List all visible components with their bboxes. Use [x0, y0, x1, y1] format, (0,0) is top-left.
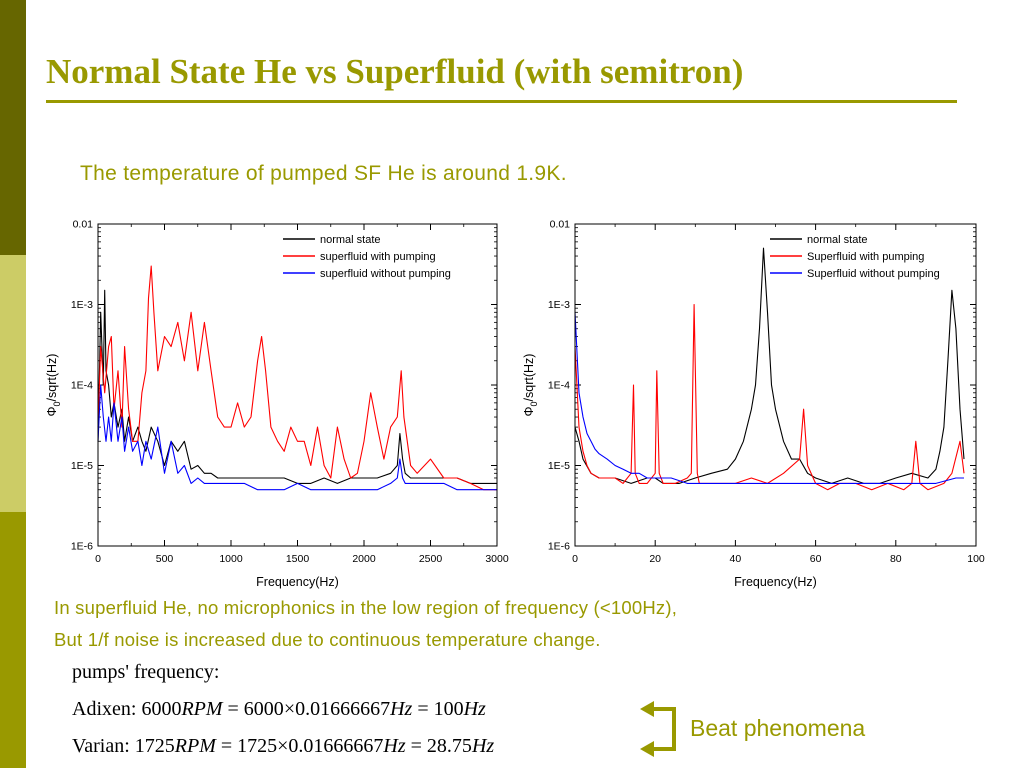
note-line-2: But 1/f noise is increased due to contin…	[54, 629, 601, 650]
x-tick-label: 500	[156, 553, 174, 565]
adixen-factor: 0.01666667	[295, 698, 391, 720]
legend-label: normal state	[807, 234, 868, 246]
varian-result-unit: Hz	[471, 735, 495, 757]
varian-times: ×	[277, 735, 289, 757]
varian-factor: 0.01666667	[288, 735, 384, 757]
y-axis-label-sub: 0	[529, 401, 539, 406]
legend-label: normal state	[320, 234, 381, 246]
plot-frame	[574, 223, 977, 547]
slide-subtitle: The temperature of pumped SF He is aroun…	[80, 162, 567, 185]
series-line-2	[97, 384, 497, 491]
sidebar-accent-mid	[0, 512, 26, 768]
adixen-equation: Adixen: 6000RPM = 6000×0.01666667Hz = 10…	[72, 698, 486, 721]
x-tick-label: 100	[967, 553, 985, 565]
plot-frame	[97, 223, 498, 547]
y-tick-label: 1E-5	[548, 460, 570, 472]
varian-equation: Varian: 1725RPM = 1725×0.01666667Hz = 28…	[72, 735, 494, 758]
y-axis-label-main: Φ	[45, 406, 59, 416]
adixen-times: ×	[283, 698, 296, 720]
title-underline	[46, 100, 957, 103]
x-tick-label: 80	[890, 553, 902, 565]
y-axis-label: Φ0/sqrt(Hz)	[522, 354, 539, 417]
y-axis-label: Φ0/sqrt(Hz)	[45, 354, 62, 417]
legend-label: superfluid with pumping	[320, 251, 436, 263]
adixen-rpm-value: 6000	[141, 698, 182, 720]
x-tick-label: 0	[95, 553, 101, 565]
varian-eq1: = 1725	[220, 735, 278, 757]
chart-right: 1E-6 1E-5 1E-4 1E-3 0.01 0 20 40 60 80 100 normal s…	[522, 219, 985, 590]
adixen-hz-unit: Hz	[390, 698, 413, 720]
varian-rpm-value: 1725	[134, 735, 175, 757]
y-tick-label: 1E-6	[71, 541, 93, 553]
legend-label: Superfluid without pumping	[807, 268, 940, 280]
x-tick-label: 60	[810, 553, 822, 565]
y-tick-label: 0.01	[550, 219, 571, 231]
y-axis-label-rest: /sqrt(Hz)	[522, 354, 536, 402]
varian-eq2: = 28.75	[410, 735, 472, 757]
x-axis-label: Frequency(Hz)	[256, 575, 339, 589]
series-line-1	[574, 303, 965, 491]
adixen-name: Adixen:	[72, 698, 137, 720]
y-tick-label: 1E-4	[548, 380, 570, 392]
x-tick-label: 3000	[485, 553, 509, 565]
legend-label: Superfluid with pumping	[807, 251, 924, 263]
y-tick-label: 1E-5	[71, 460, 93, 472]
series-line-1	[97, 265, 497, 491]
bracket-arrow-icon	[640, 701, 676, 757]
x-tick-label: 1000	[219, 553, 243, 565]
y-tick-label: 1E-6	[548, 541, 570, 553]
x-axis-label: Frequency(Hz)	[734, 575, 817, 589]
y-tick-label: 1E-4	[71, 380, 93, 392]
series-line-0	[574, 247, 965, 484]
sidebar-accent-dark	[0, 0, 26, 255]
chart-left: 1E-6 1E-5 1E-4 1E-3 0.01 0 500 1000 1500 2000 2500…	[45, 219, 509, 590]
y-tick-label: 1E-3	[548, 299, 570, 311]
sidebar-accent-light	[0, 255, 26, 512]
y-axis-label-sub: 0	[52, 401, 62, 406]
x-tick-label: 1500	[286, 553, 310, 565]
note-line-1: In superfluid He, no microphonics in the…	[54, 597, 678, 618]
x-tick-label: 20	[649, 553, 661, 565]
varian-rpm-unit: RPM	[174, 735, 216, 757]
adixen-eq2: = 100	[417, 698, 464, 720]
beat-phenomena-label: Beat phenomena	[690, 715, 866, 741]
series-line-0	[97, 289, 497, 484]
y-tick-label: 0.01	[73, 219, 94, 231]
slide-title: Normal State He vs Superfluid (with semi…	[46, 52, 744, 91]
x-tick-label: 40	[730, 553, 742, 565]
x-tick-label: 0	[572, 553, 578, 565]
adixen-result-unit: Hz	[463, 698, 486, 720]
legend-label: superfluid without pumping	[320, 268, 451, 280]
adixen-eq1: = 6000	[227, 698, 284, 720]
pumps-frequency-label: pumps' frequency:	[72, 661, 220, 683]
x-tick-label: 2000	[352, 553, 376, 565]
varian-hz-unit: Hz	[383, 735, 406, 757]
x-tick-label: 2500	[419, 553, 443, 565]
y-tick-label: 1E-3	[71, 299, 93, 311]
adixen-rpm-unit: RPM	[181, 698, 223, 720]
y-axis-label-main: Φ	[522, 406, 536, 416]
varian-name: Varian:	[72, 735, 130, 757]
series-line-2	[574, 312, 964, 484]
y-axis-label-rest: /sqrt(Hz)	[45, 354, 59, 402]
